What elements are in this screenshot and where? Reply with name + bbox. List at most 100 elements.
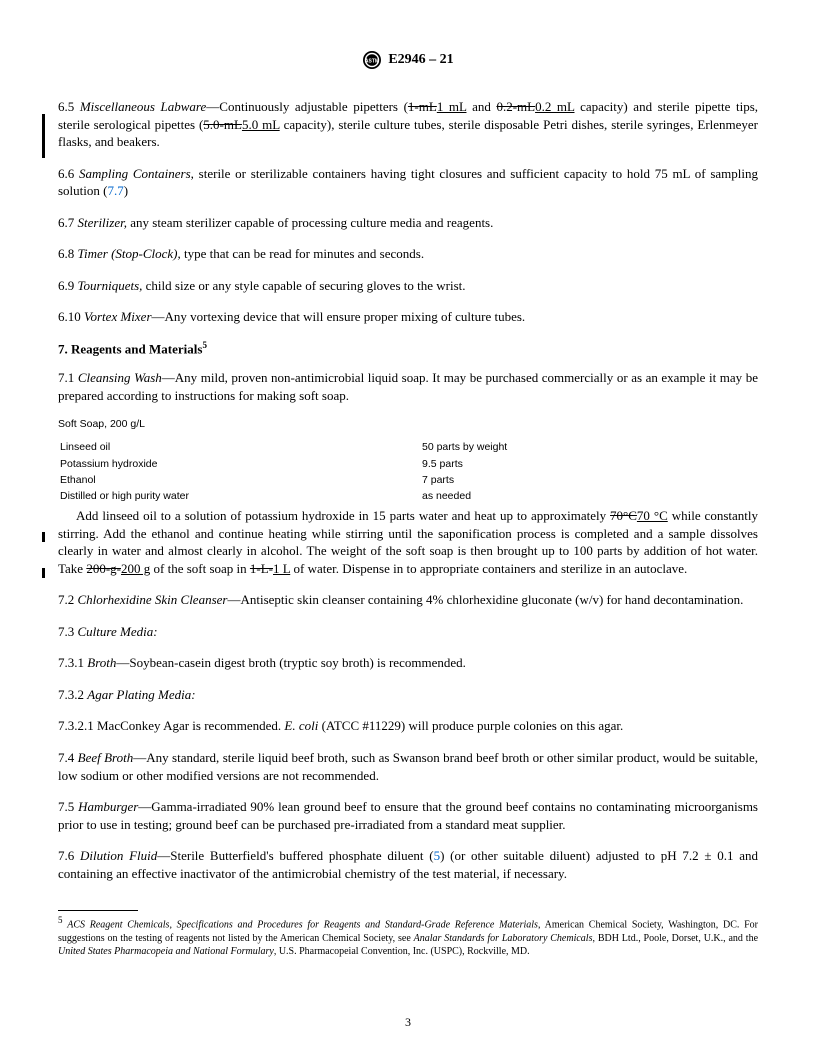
table-row: Linseed oil50 parts by weight: [60, 440, 507, 454]
title: Tourniquets,: [78, 278, 143, 293]
ing-val: as needed: [422, 489, 507, 503]
fn-ital: Analar Standards for Laboratory Chemical…: [414, 933, 593, 944]
strike: 200-g-: [86, 561, 121, 576]
body: —Any vortexing device that will ensure p…: [152, 309, 526, 324]
t: —Sterile Butterfield's buffered phosphat…: [157, 848, 433, 863]
num: 6.10: [58, 309, 81, 324]
ing-val: 9.5 parts: [422, 457, 507, 471]
ing-name: Potassium hydroxide: [60, 457, 420, 471]
title: Sampling Containers,: [79, 166, 194, 181]
ing-name: Ethanol: [60, 473, 420, 487]
num: 7.6: [58, 848, 74, 863]
designation-number: E2946 – 21: [388, 52, 453, 67]
t: ): [124, 183, 128, 198]
table-row: Ethanol7 parts: [60, 473, 507, 487]
body: —Antiseptic skin cleanser containing 4% …: [227, 592, 743, 607]
t: of water. Dispense in to appropriate con…: [290, 561, 687, 576]
num: 6.8: [58, 246, 74, 261]
fn-num: 5: [58, 915, 63, 925]
num: 6.9: [58, 278, 74, 293]
strike: 0.2-mL: [496, 99, 535, 114]
body: —Gamma-irradiated 90% lean ground beef t…: [58, 799, 758, 832]
section-7-1: 7.1 Cleansing Wash—Any mild, proven non-…: [58, 369, 758, 404]
ingredients-table: Linseed oil50 parts by weight Potassium …: [58, 438, 509, 505]
ing-val: 7 parts: [422, 473, 507, 487]
title: Reagents and Materials: [71, 341, 202, 356]
fn-t: , BDH Ltd., Poole, Dorset, U.K., and the: [592, 933, 758, 944]
astm-logo-icon: ASTM: [362, 50, 382, 70]
change-bar-2: [42, 532, 45, 542]
section-7-4: 7.4 Beef Broth—Any standard, sterile liq…: [58, 749, 758, 784]
body: child size or any style capable of secur…: [142, 278, 465, 293]
title: Timer (Stop-Clock),: [78, 246, 181, 261]
num: 7.1: [58, 370, 74, 385]
t: and: [466, 99, 496, 114]
ing-val: 50 parts by weight: [422, 440, 507, 454]
section-7-heading: 7. Reagents and Materials5: [58, 340, 758, 357]
strike: 1-L-: [250, 561, 273, 576]
num: 7.4: [58, 750, 74, 765]
section-6-7: 6.7 Sterilizer, any steam sterilizer cap…: [58, 214, 758, 232]
section-7-3-1: 7.3.1 Broth—Soybean-casein digest broth …: [58, 654, 758, 672]
title: Broth: [87, 655, 116, 670]
fn-ital: ACS Reagent Chemicals, Specifications an…: [67, 920, 538, 931]
body: —Any standard, sterile liquid beef broth…: [58, 750, 758, 783]
section-6-9: 6.9 Tourniquets, child size or any style…: [58, 277, 758, 295]
under: 70 °C: [637, 508, 668, 523]
xref[interactable]: 7.7: [107, 183, 123, 198]
title: Chlorhexidine Skin Cleanser: [78, 592, 228, 607]
section-7-3-2: 7.3.2 Agar Plating Media:: [58, 686, 758, 704]
num: 7.3.2.1: [58, 718, 94, 733]
title: Agar Plating Media:: [87, 687, 195, 702]
soft-soap-title: Soft Soap, 200 g/L: [58, 418, 758, 430]
footnote-ref[interactable]: 5: [202, 340, 207, 350]
section-7-6: 7.6 Dilution Fluid—Sterile Butterfield's…: [58, 847, 758, 882]
ing-name: Linseed oil: [60, 440, 420, 454]
section-7-2: 7.2 Chlorhexidine Skin Cleanser—Antisept…: [58, 591, 758, 609]
svg-text:ASTM: ASTM: [365, 59, 379, 65]
soft-soap-procedure: Add linseed oil to a solution of potassi…: [58, 507, 758, 577]
strike: 1-mL: [408, 99, 437, 114]
title: Culture Media:: [78, 624, 158, 639]
change-bar-1: [42, 114, 45, 158]
body: any steam sterilizer capable of processi…: [127, 215, 493, 230]
num: 7.3.2: [58, 687, 84, 702]
num: 7.2: [58, 592, 74, 607]
section-6-5: 6.5 Miscellaneous Labware—Continuously a…: [58, 98, 758, 151]
title: Miscellaneous Labware: [80, 99, 206, 114]
under: 0.2 mL: [535, 99, 574, 114]
body: type that can be read for minutes and se…: [181, 246, 424, 261]
title: Dilution Fluid: [80, 848, 157, 863]
page-header: ASTM E2946 – 21: [58, 50, 758, 70]
num: 7.5: [58, 799, 74, 814]
change-bar-3: [42, 568, 45, 578]
t: of the soft soap in: [150, 561, 250, 576]
num: 7.3: [58, 624, 74, 639]
title: Hamburger: [78, 799, 138, 814]
num: 7.: [58, 341, 68, 356]
title: Cleansing Wash: [78, 370, 162, 385]
section-6-10: 6.10 Vortex Mixer—Any vortexing device t…: [58, 308, 758, 326]
section-6-6: 6.6 Sampling Containers, sterile or ster…: [58, 165, 758, 200]
table-row: Potassium hydroxide9.5 parts: [60, 457, 507, 471]
strike: 5.0-mL: [203, 117, 242, 132]
under: 200 g: [121, 561, 150, 576]
num: 7.3.1: [58, 655, 84, 670]
t: (ATCC #11229) will produce purple coloni…: [318, 718, 623, 733]
body: —Any mild, proven non-antimicrobial liqu…: [58, 370, 758, 403]
ing-name: Distilled or high purity water: [60, 489, 420, 503]
footnote-5: 5 ACS Reagent Chemicals, Specifications …: [58, 915, 758, 957]
fn-ital: United States Pharmacopeia and National …: [58, 946, 274, 957]
section-7-5: 7.5 Hamburger—Gamma-irradiated 90% lean …: [58, 798, 758, 833]
footnote-rule: [58, 910, 138, 911]
under: 1 mL: [437, 99, 467, 114]
t: —Continuously adjustable pipetters (: [206, 99, 408, 114]
under: 5.0 mL: [242, 117, 280, 132]
t: Add linseed oil to a solution of potassi…: [76, 508, 610, 523]
num: 6.6: [58, 166, 74, 181]
t: MacConkey Agar is recommended.: [97, 718, 284, 733]
body: —Soybean-casein digest broth (tryptic so…: [116, 655, 465, 670]
num: 6.7: [58, 215, 74, 230]
num: 6.5: [58, 99, 74, 114]
species: E. coli: [284, 718, 318, 733]
